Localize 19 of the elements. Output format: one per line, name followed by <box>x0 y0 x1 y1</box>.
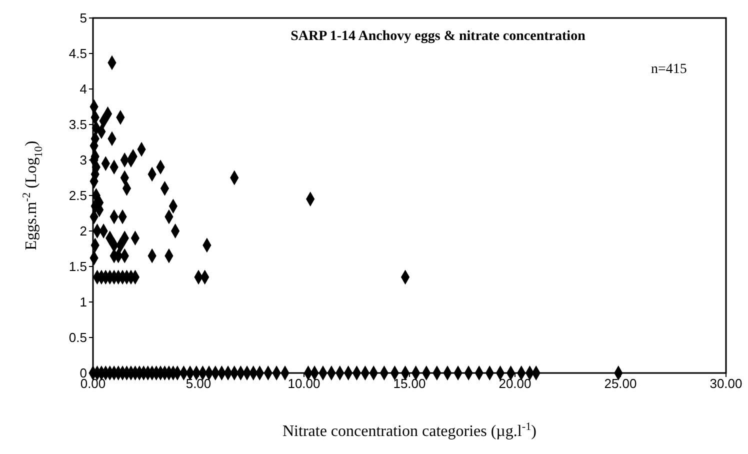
x-tick-label: 5.00 <box>186 376 212 392</box>
y-tick-label: 0.5 <box>68 330 87 346</box>
x-axis-title: Nitrate concentration categories (µg.l$^{-1}$) <box>282 421 536 440</box>
y-tick-label: 4.5 <box>68 46 87 62</box>
x-tick-label: 25.00 <box>604 376 637 392</box>
text: SARP 1-14 Anchovy eggs & nitrate concentration <box>290 29 586 44</box>
y-tick-label: 3.5 <box>68 117 87 132</box>
y-tick-label: 5 <box>80 10 87 26</box>
annotation: n=415 <box>651 62 687 77</box>
y-tick-label: 4 <box>80 82 87 97</box>
x-tick-label: 10.00 <box>288 376 320 392</box>
x-tick-label: 30.00 <box>710 376 742 392</box>
y-tick-label: 2 <box>80 224 87 239</box>
y-tick-label: 2.5 <box>68 188 87 204</box>
x-tick-label: 20.00 <box>498 376 532 392</box>
y-tick-label: 3 <box>80 152 87 168</box>
x-tick-label: 15.00 <box>393 376 426 392</box>
y-tick-label: 1 <box>80 294 87 310</box>
y-tick-label: 1.5 <box>68 259 87 274</box>
